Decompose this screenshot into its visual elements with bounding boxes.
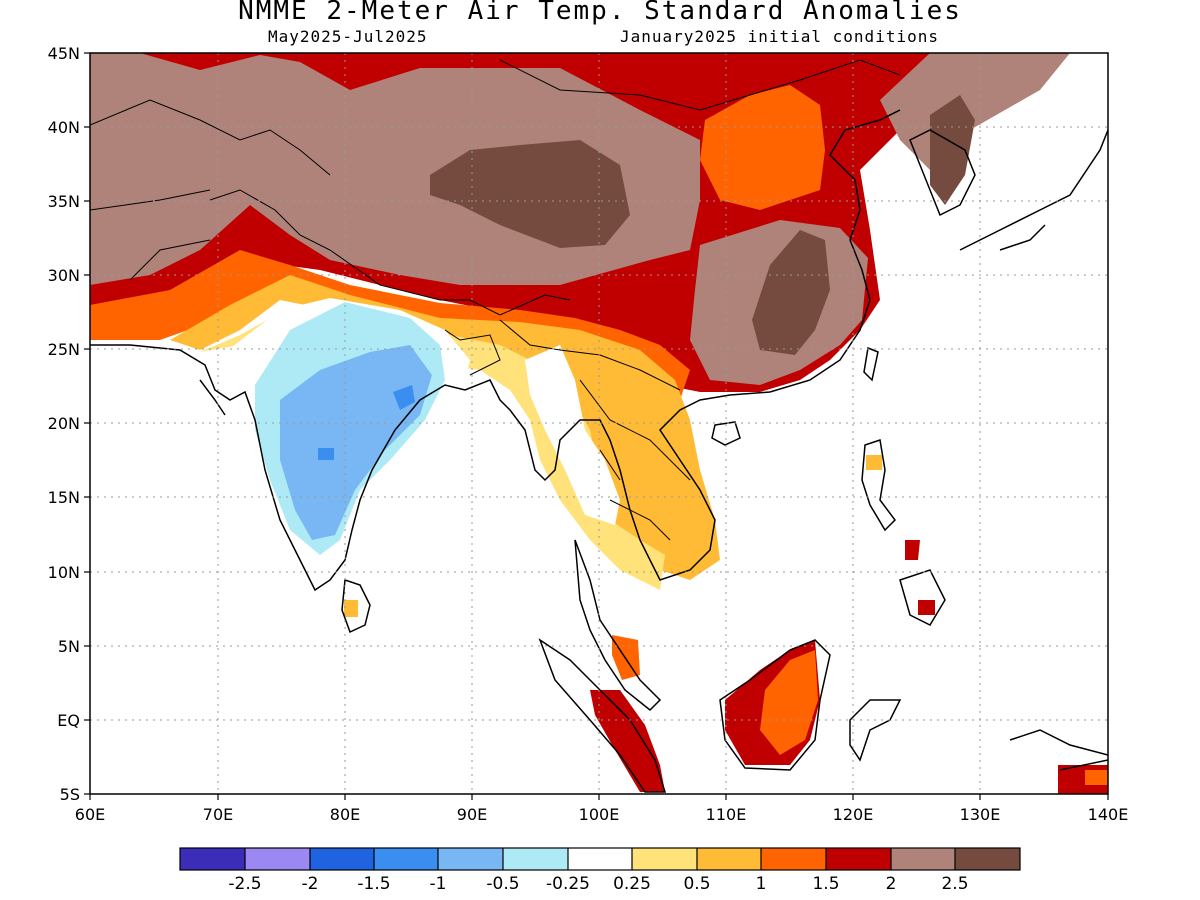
colorbar-label: 0.5 bbox=[683, 874, 710, 894]
lon-label: 130E bbox=[960, 805, 1001, 824]
anomaly-region-red-mindanao bbox=[918, 600, 935, 615]
anomaly-region-orange-northchina bbox=[700, 85, 825, 210]
coastline-hainan bbox=[711, 421, 741, 446]
colorbar-labels: -2.5 -2 -1.5 -1 -0.5 -0.25 0.25 0.5 1 1.… bbox=[228, 874, 968, 894]
colorbar-swatch bbox=[632, 848, 697, 870]
colorbar-swatch bbox=[374, 848, 438, 870]
anomaly-region-white-indochina bbox=[525, 345, 620, 525]
coastline-japan bbox=[959, 129, 1108, 251]
lat-label: 20N bbox=[48, 414, 80, 433]
colorbar-swatches bbox=[180, 848, 1020, 870]
lat-label: 25N bbox=[48, 340, 80, 359]
lat-label: 10N bbox=[48, 563, 80, 582]
anomaly-region-darkbrown-tibet bbox=[430, 140, 630, 248]
colorbar-label: -2.5 bbox=[228, 874, 261, 894]
anomaly-region-brown-northeast bbox=[880, 53, 1070, 170]
colorbar-swatch bbox=[891, 848, 955, 870]
border-central-asia bbox=[90, 99, 331, 281]
lon-label: 80E bbox=[330, 805, 360, 824]
anomaly-region-darkbrown-korea bbox=[930, 95, 975, 205]
colorbar-label: 1 bbox=[756, 874, 767, 894]
anomaly-region-darkblue-spot2 bbox=[318, 448, 334, 460]
colorbar-outline bbox=[179, 847, 1021, 871]
initial-conditions: January2025 initial conditions bbox=[620, 27, 939, 46]
coastline-sulawesi bbox=[849, 699, 902, 762]
political-borders bbox=[90, 59, 901, 541]
colorbar-swatch bbox=[438, 848, 503, 870]
lon-label: 100E bbox=[579, 805, 620, 824]
colorbar-label: -0.25 bbox=[546, 874, 590, 894]
anomaly-region-red-philippines bbox=[905, 540, 920, 560]
border-china-mongolia bbox=[499, 59, 901, 111]
anomaly-region-darkbrown-southchina bbox=[752, 230, 830, 355]
lon-label: 120E bbox=[833, 805, 874, 824]
forecast-period: May2025-Jul2025 bbox=[268, 27, 428, 46]
lon-label: 60E bbox=[75, 805, 105, 824]
coastline-taiwan bbox=[863, 346, 879, 382]
anomaly-region-orange-borneo bbox=[760, 650, 818, 755]
colorbar-swatch bbox=[310, 848, 374, 870]
anomaly-region-orange-himalaya bbox=[90, 250, 690, 400]
colorbar-swatch bbox=[180, 848, 245, 870]
grid-lines bbox=[90, 53, 1108, 794]
colorbar-swatch bbox=[955, 848, 1020, 870]
colorbar-swatch bbox=[826, 848, 891, 870]
anomaly-region-lightorange-srilanka bbox=[344, 600, 358, 617]
colorbar-swatch bbox=[761, 848, 826, 870]
colorbar-label: 1.5 bbox=[812, 874, 839, 894]
coastline-srilanka bbox=[341, 578, 371, 634]
coastline-mindanao bbox=[899, 569, 946, 626]
coastlines bbox=[90, 109, 1108, 793]
lat-label: 5N bbox=[58, 637, 80, 656]
longitude-labels: 60E 70E 80E 90E 100E 110E 120E 130E 140E bbox=[75, 805, 1129, 824]
colorbar-label: -1 bbox=[430, 874, 447, 894]
anomaly-region-lightorange-luzon bbox=[866, 455, 882, 470]
colorbar-label: 2.5 bbox=[941, 874, 968, 894]
border-indochina bbox=[499, 319, 691, 541]
coastline-malaya bbox=[574, 539, 662, 712]
border-himalaya bbox=[209, 189, 571, 316]
lat-label: 45N bbox=[48, 44, 80, 63]
anomaly-region-darkblue-spot1 bbox=[393, 385, 415, 410]
border-bangladesh bbox=[444, 329, 501, 376]
lat-label: EQ bbox=[57, 711, 80, 730]
axis-ticks bbox=[84, 52, 1109, 800]
lat-label: 5S bbox=[60, 785, 80, 804]
colorbar-swatch bbox=[245, 848, 310, 870]
anomaly-region-red-sumatra bbox=[590, 690, 665, 792]
colorbar-swatch bbox=[503, 848, 568, 870]
lon-label: 90E bbox=[457, 805, 487, 824]
coastline-sumatra bbox=[538, 638, 667, 793]
lon-label: 110E bbox=[706, 805, 747, 824]
lat-label: 30N bbox=[48, 266, 80, 285]
colorbar-label: -1.5 bbox=[357, 874, 390, 894]
lat-label: 15N bbox=[48, 488, 80, 507]
lat-label: 40N bbox=[48, 118, 80, 137]
lat-label: 35N bbox=[48, 192, 80, 211]
coastline-korea bbox=[909, 129, 976, 217]
chart-title: NMME 2-Meter Air Temp. Standard Anomalie… bbox=[238, 0, 962, 26]
lon-label: 140E bbox=[1088, 805, 1129, 824]
colorbar-label: -2 bbox=[302, 874, 319, 894]
lon-label: 70E bbox=[203, 805, 233, 824]
anomaly-field bbox=[90, 53, 1108, 794]
colorbar: -2.5 -2 -1.5 -1 -0.5 -0.25 0.25 0.5 1 1.… bbox=[179, 847, 1021, 894]
coastline-luzon bbox=[861, 439, 896, 532]
coastline-arabian-sea-edge bbox=[199, 379, 226, 416]
anomaly-region-lightorange-band bbox=[170, 275, 720, 580]
coastline-newguinea bbox=[1009, 729, 1108, 771]
colorbar-swatch bbox=[568, 848, 632, 870]
coastline-india bbox=[90, 109, 901, 592]
colorbar-swatch bbox=[697, 848, 761, 870]
anomaly-region-orange-newguinea bbox=[1085, 770, 1108, 785]
latitude-labels: 45N 40N 35N 30N 25N 20N 15N 10N 5N EQ 5S bbox=[48, 44, 80, 804]
colorbar-label: -0.5 bbox=[486, 874, 519, 894]
colorbar-label: 2 bbox=[886, 874, 897, 894]
coastline-borneo bbox=[719, 639, 831, 771]
colorbar-label: 0.25 bbox=[613, 874, 651, 894]
